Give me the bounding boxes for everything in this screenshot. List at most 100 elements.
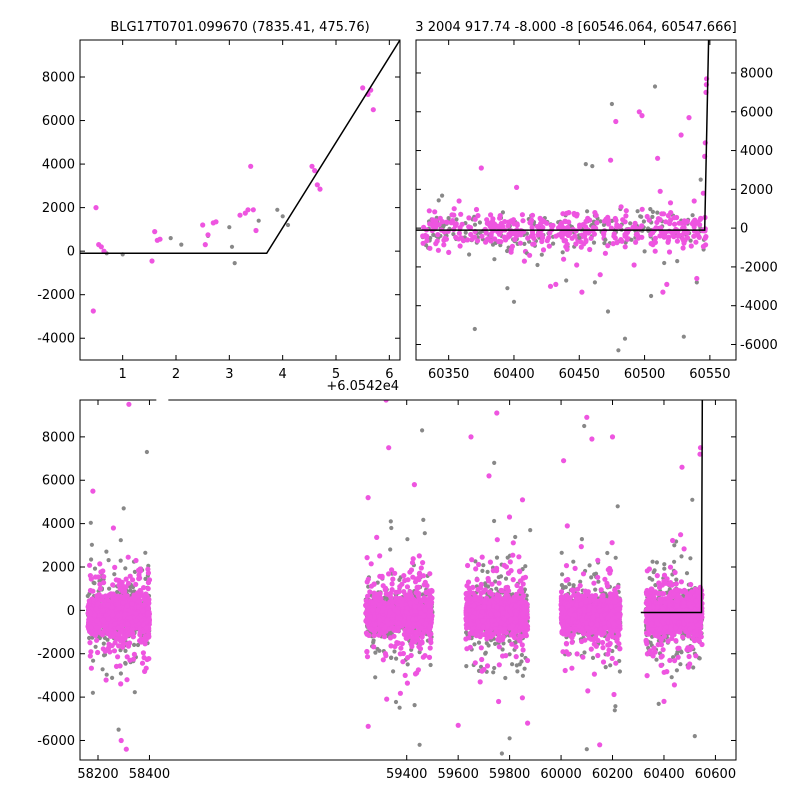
panel-c-gray-point <box>85 593 90 599</box>
panel-b-magenta-point <box>444 219 450 225</box>
panel-c-gray-point <box>89 542 94 547</box>
panel-c-magenta-point <box>420 654 426 660</box>
panel-b-gray-point <box>605 309 611 314</box>
panel-c-magenta-point <box>371 581 377 587</box>
panel-c-magenta-point <box>427 645 433 651</box>
panel-c-gray-point <box>143 576 148 582</box>
panel-c-magenta-point <box>389 603 395 609</box>
panel-b-magenta-point <box>433 241 439 247</box>
panel-b-magenta-point <box>456 230 462 236</box>
panel-c-magenta-point <box>375 607 381 613</box>
panel-b-magenta-point <box>693 239 699 245</box>
panel-a-magenta-point <box>101 248 107 254</box>
panel-b-gray-point <box>642 249 647 254</box>
panel-c-gray-point <box>87 635 92 641</box>
panel-c-magenta-point <box>137 638 143 644</box>
panel-b-magenta-point <box>655 155 661 161</box>
panel-c-gray-point <box>118 558 123 563</box>
panel-c-magenta-point <box>397 651 403 657</box>
panel-c-magenta-point <box>410 616 416 622</box>
panel-b-magenta-point <box>639 113 645 119</box>
panel-a-gray-point <box>229 244 235 249</box>
panel-c-magenta-point <box>386 571 392 577</box>
panel-b-magenta-point <box>605 221 612 227</box>
panel-b-magenta-point <box>547 283 554 289</box>
panel-b-magenta-point <box>453 221 459 227</box>
panel-c-gray-point <box>106 558 111 563</box>
panel-b-x-tick-label: 60350 <box>428 367 469 382</box>
panel-b-gray-point <box>648 207 653 212</box>
panel-a-magenta-point <box>370 107 376 113</box>
panel-b-magenta-point <box>665 239 671 245</box>
panel-c-magenta-point <box>105 602 111 608</box>
panel-a-magenta-point <box>250 207 256 213</box>
panel-b-gray-point <box>591 240 597 245</box>
panel-c-gray-point <box>472 642 477 647</box>
panel-c-gray-point <box>481 563 486 568</box>
panel-c-magenta-point <box>427 571 433 577</box>
panel-b-model-line <box>416 40 710 231</box>
panel-c-gray-point <box>92 566 98 571</box>
panel-c-magenta-point <box>145 586 151 592</box>
panel-b-magenta-point <box>559 231 566 237</box>
panel-c-magenta-point <box>377 553 383 559</box>
panel-c-magenta-point <box>124 603 130 609</box>
panel-c-gray-point <box>392 649 397 654</box>
panel-c-magenta-point <box>133 581 139 588</box>
panel-c-magenta-point <box>113 577 119 583</box>
panel-b-gray-point <box>622 336 628 341</box>
panel-c-magenta-point <box>111 648 118 654</box>
panel-c-magenta-point <box>87 562 93 568</box>
panel-a-magenta-point <box>149 258 155 264</box>
panel-b-magenta-point <box>636 109 642 115</box>
panel-c-magenta-point <box>93 618 100 624</box>
panel-b-magenta-point <box>530 231 536 238</box>
panel-b-magenta-point <box>577 224 583 230</box>
panel-a-y-tick-label: 4000 <box>42 158 75 173</box>
panel-c-magenta-point <box>398 645 404 651</box>
panel-a-magenta-point <box>200 222 206 228</box>
panel-c-magenta-point <box>110 591 116 598</box>
panel-c-magenta-point <box>124 677 130 683</box>
panel-b-magenta-point <box>644 213 650 220</box>
panel-b-magenta-point <box>588 235 594 241</box>
panel-b-magenta-point <box>635 235 641 241</box>
panel-c-magenta-point <box>97 581 103 587</box>
panel-b-magenta-point <box>619 238 625 244</box>
panel-b-gray-point <box>477 220 482 225</box>
panel-c-magenta-point <box>401 618 407 624</box>
panel-b-gray-point <box>603 237 608 242</box>
panel-c-magenta-point <box>139 660 146 666</box>
panel-b-gray-point <box>472 222 478 227</box>
panel-c-gray-point <box>107 586 112 591</box>
panel-c-magenta-point <box>400 659 406 665</box>
panel-b-magenta-point <box>610 241 616 247</box>
panel-b-magenta-point <box>432 209 438 215</box>
panel-b-gray-point <box>583 162 588 167</box>
panel-b-gray-point <box>629 237 634 242</box>
panel-b-magenta-point <box>506 219 512 225</box>
panel-b-magenta-point <box>691 198 697 204</box>
panel-a-y-tick-label: -2000 <box>37 288 75 303</box>
panel-c-magenta-point <box>387 635 394 641</box>
panel-a-plot-area <box>80 40 400 314</box>
panel-b-gray-point <box>500 210 505 215</box>
panel-c-gray-point <box>520 673 526 678</box>
panel-a-x-tick-label: 4 <box>279 367 287 382</box>
panel-c-gray-point <box>503 675 508 681</box>
panel-c-magenta-point <box>128 609 134 615</box>
panel-c-magenta-point <box>131 651 137 658</box>
panel-b-magenta-point <box>544 238 550 244</box>
panel-c-gray-point <box>373 650 378 655</box>
panel-b-gray-point <box>592 280 598 285</box>
panel-a-magenta-point <box>245 207 251 213</box>
panel-b-magenta-point <box>458 211 464 217</box>
panel-a-magenta-point <box>152 229 158 235</box>
panel-b-magenta-point <box>689 221 696 227</box>
panel-b-magenta-point <box>613 217 619 223</box>
panel-b-magenta-point <box>668 217 674 223</box>
panel-c-gray-point <box>132 642 137 648</box>
panel-c-magenta-point <box>387 609 393 616</box>
panel-c-gray-point <box>115 590 120 595</box>
panel-c-magenta-point <box>130 577 136 583</box>
